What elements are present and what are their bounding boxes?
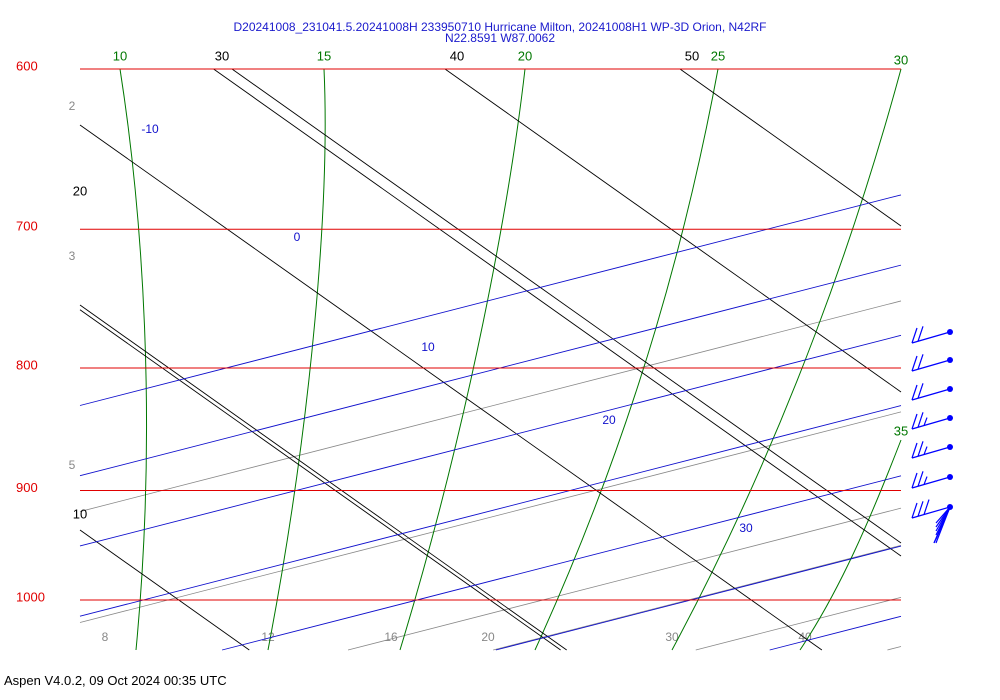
dry-adiabat-line xyxy=(79,529,250,651)
isotherm-label: -10 xyxy=(141,122,159,136)
chart-title-line-2: N22.8591 W87.0062 xyxy=(444,31,556,45)
wind-barb-flag-full xyxy=(911,327,918,344)
dry-adiabat-label: 10 xyxy=(73,506,87,521)
wind-barb-flag-full xyxy=(911,384,918,401)
wind-barb-flag-full xyxy=(911,355,918,372)
moist-adiabat-curve xyxy=(799,439,902,651)
wind-barb xyxy=(911,383,953,401)
dry-adiabat-line xyxy=(79,309,561,651)
wind-barb-flag-full xyxy=(923,499,930,515)
dry-adiabat-line xyxy=(79,124,823,651)
mixing-ratio-line xyxy=(79,300,902,512)
wind-barbs xyxy=(911,326,953,544)
wind-barb xyxy=(911,354,953,372)
wind-barb xyxy=(911,412,953,430)
wind-barb-flag-half xyxy=(923,476,928,485)
isobars: 600 700 800 900 1000 xyxy=(16,58,901,604)
isotherm-line xyxy=(769,615,902,651)
chart-title-line-1: D20241008_231041.5.20241008H 233950710 H… xyxy=(233,20,767,34)
wind-barb-staff xyxy=(911,331,951,344)
mixing-ratio-label: 3 xyxy=(69,249,76,263)
wind-barb-flag-full xyxy=(911,502,918,519)
isobar-label: 900 xyxy=(16,480,38,495)
wind-barb-flag-full xyxy=(917,354,924,370)
moist-adiabat-curve xyxy=(534,68,719,651)
moist-adiabats: 10 15 20 25 30 35 xyxy=(113,48,908,651)
mixing-ratio-label: 20 xyxy=(481,630,495,644)
wind-barb-flag-half xyxy=(923,417,928,426)
isotherm-line xyxy=(79,194,902,406)
isotherm-label: 0 xyxy=(294,230,301,244)
mixing-ratio-label: 5 xyxy=(69,458,76,472)
dry-adiabat-label: 40 xyxy=(450,48,464,63)
moist-adiabat-curve xyxy=(119,68,147,651)
moist-adiabat-label: 25 xyxy=(711,48,725,63)
wind-barb-flag-full xyxy=(917,471,924,487)
wind-barb xyxy=(911,441,953,459)
dry-adiabat-label: 50 xyxy=(685,48,699,63)
wind-barb-staff xyxy=(911,446,951,459)
mixing-ratio-line xyxy=(493,544,902,651)
wind-barb-staff xyxy=(911,359,951,372)
dry-adiabat-line xyxy=(679,68,902,227)
wind-barb-surface-staff xyxy=(933,506,951,544)
isotherms: -10 0 10 20 30 xyxy=(79,122,902,651)
wind-barb-flag-full xyxy=(911,413,918,430)
isotherm-line xyxy=(79,334,902,547)
isobar-label: 700 xyxy=(16,219,38,234)
isobar-label: 1000 xyxy=(16,589,45,604)
wind-barb-flag-full xyxy=(917,412,924,428)
wind-barb-flag-full xyxy=(911,472,918,489)
mixing-ratio-line xyxy=(79,411,902,623)
mixing-ratio-line xyxy=(695,596,902,651)
mixing-ratio-label: 16 xyxy=(384,630,398,644)
wind-barb-staff xyxy=(911,388,951,401)
mixing-ratio-line xyxy=(347,507,902,651)
wind-barb-flag-full xyxy=(917,441,924,457)
isotherm-label: 10 xyxy=(421,340,435,354)
moist-adiabat-curve xyxy=(399,68,526,651)
isobar-label: 800 xyxy=(16,357,38,372)
moist-adiabat-curve xyxy=(671,68,902,651)
isotherm-line xyxy=(79,405,902,617)
wind-barb-staff xyxy=(911,417,951,430)
wind-barb-flag-full xyxy=(911,442,918,459)
wind-barb xyxy=(911,471,953,489)
wind-barb-surface-line xyxy=(935,506,951,524)
dry-adiabat-line xyxy=(213,68,902,557)
wind-barb-flag-full xyxy=(917,501,924,517)
mixing-ratio-label: 30 xyxy=(665,630,679,644)
dry-adiabats: 30 40 50 20 10 xyxy=(73,48,902,651)
dry-adiabat-line xyxy=(231,68,902,544)
wind-barb xyxy=(911,326,953,344)
isotherm-line xyxy=(221,475,902,651)
dry-adiabat-line xyxy=(444,68,902,393)
wind-barb-flag-full xyxy=(917,383,924,399)
dry-adiabat-label: 30 xyxy=(215,48,229,63)
moist-adiabat-label: 30 xyxy=(894,52,908,67)
isotherm-line xyxy=(495,545,902,651)
mixing-ratio-label: 8 xyxy=(102,630,109,644)
dry-adiabat-label: 20 xyxy=(73,183,87,198)
mixing-ratio-label: 2 xyxy=(69,99,76,113)
moist-adiabat-label: 35 xyxy=(894,423,908,438)
isotherm-label: 30 xyxy=(739,521,753,535)
wind-barb-flag-half xyxy=(923,446,928,455)
mixing-ratio-line xyxy=(887,646,902,651)
moist-adiabat-label: 20 xyxy=(518,48,532,63)
isotherm-label: 20 xyxy=(602,413,616,427)
isobar-label: 600 xyxy=(16,58,38,73)
moist-adiabat-curve xyxy=(267,68,326,651)
footer-version-timestamp: Aspen V4.0.2, 09 Oct 2024 00:35 UTC xyxy=(4,673,227,688)
moist-adiabat-label: 10 xyxy=(113,48,127,63)
dry-adiabat-line xyxy=(79,304,567,651)
wind-barb-staff xyxy=(911,476,951,489)
wind-barb-flag-full xyxy=(917,326,924,342)
isotherm-line xyxy=(79,264,902,477)
moist-adiabat-label: 15 xyxy=(317,48,331,63)
